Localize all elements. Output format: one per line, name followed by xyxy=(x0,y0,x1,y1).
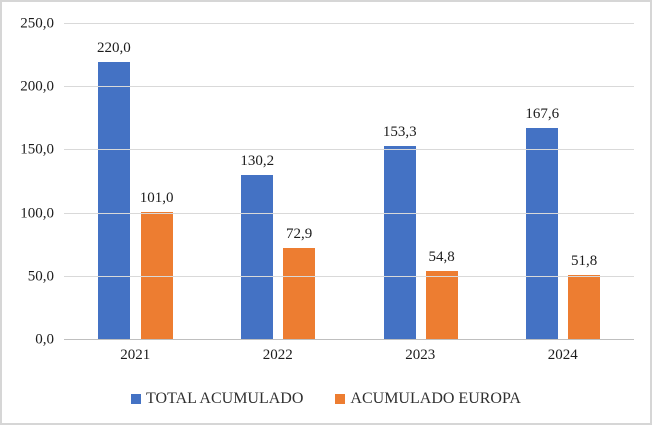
bar-acumulado-europa xyxy=(283,247,316,340)
y-axis-tick-label: 100,0 xyxy=(20,205,54,222)
bar-total-acumulado xyxy=(241,175,274,340)
bar-wrap: 220,0 xyxy=(97,39,131,340)
bar-wrap: 51,8 xyxy=(568,252,601,340)
y-axis-tick-label: 200,0 xyxy=(20,78,54,95)
x-axis-label: 2024 xyxy=(547,347,578,363)
legend-item-total-acumulado: TOTAL ACUMULADO xyxy=(131,391,303,407)
legend-label: TOTAL ACUMULADO xyxy=(146,390,304,407)
bar-value-label: 220,0 xyxy=(97,39,131,56)
x-axis-label: 2022 xyxy=(262,347,293,363)
bar-group-2021: 220,0 101,0 xyxy=(64,24,207,340)
bar-total-acumulado xyxy=(97,61,130,340)
y-axis-tick-label: 150,0 xyxy=(20,141,54,158)
bar-wrap: 153,3 xyxy=(383,125,417,340)
bar-acumulado-europa xyxy=(425,270,458,340)
bar-group-2022: 130,2 72,9 xyxy=(207,24,350,340)
legend-item-acumulado-europa: ACUMULADO EUROPA xyxy=(335,391,521,407)
gridline xyxy=(64,212,634,214)
y-axis-tick-label: 0,0 xyxy=(35,331,54,348)
bar-wrap: 130,2 xyxy=(240,154,274,340)
x-axis-label: 2023 xyxy=(405,347,436,363)
bar-value-label: 153,3 xyxy=(382,124,417,141)
bar-wrap: 167,6 xyxy=(525,107,559,340)
bar-value-label: 130,2 xyxy=(240,153,275,170)
bar-value-label: 54,8 xyxy=(428,248,455,265)
legend-square-icon xyxy=(335,394,346,404)
bar-wrap: 54,8 xyxy=(425,248,458,340)
bar-groups: 220,0 101,0 130,2 72,9 153,3 54,8 167,6 51,8 xyxy=(64,24,634,340)
bar-wrap: 101,0 xyxy=(140,191,174,340)
x-axis: 2021 2022 2023 2024 xyxy=(64,348,634,363)
legend-label: ACUMULADO EUROPA xyxy=(350,390,521,407)
bar-group-2024: 167,6 51,8 xyxy=(492,24,635,340)
x-axis-line xyxy=(64,339,634,340)
plot-area: 220,0 101,0 130,2 72,9 153,3 54,8 167,6 51,8 xyxy=(64,23,634,340)
bar-value-label: 51,8 xyxy=(571,252,598,269)
bar-total-acumulado xyxy=(526,128,559,340)
legend-square-icon xyxy=(131,394,142,404)
gridline xyxy=(64,275,634,277)
bar-value-label: 167,6 xyxy=(525,106,560,123)
y-axis: 0,0 50,0 100,0 150,0 200,0 250,0 xyxy=(2,16,54,347)
y-axis-tick-label: 250,0 xyxy=(20,15,54,32)
gridline xyxy=(64,86,634,88)
gridline xyxy=(64,149,634,151)
gridline xyxy=(64,23,634,24)
bar-wrap: 72,9 xyxy=(283,225,316,340)
bar-acumulado-europa xyxy=(568,274,601,340)
legend: TOTAL ACUMULADO ACUMULADO EUROPA xyxy=(2,391,650,407)
x-axis-label: 2021 xyxy=(120,347,151,363)
y-axis-tick-label: 50,0 xyxy=(27,268,54,285)
bar-group-2023: 153,3 54,8 xyxy=(349,24,492,340)
bar-total-acumulado xyxy=(383,146,416,340)
bar-value-label: 72,9 xyxy=(286,225,313,242)
bar-value-label: 101,0 xyxy=(139,190,174,207)
